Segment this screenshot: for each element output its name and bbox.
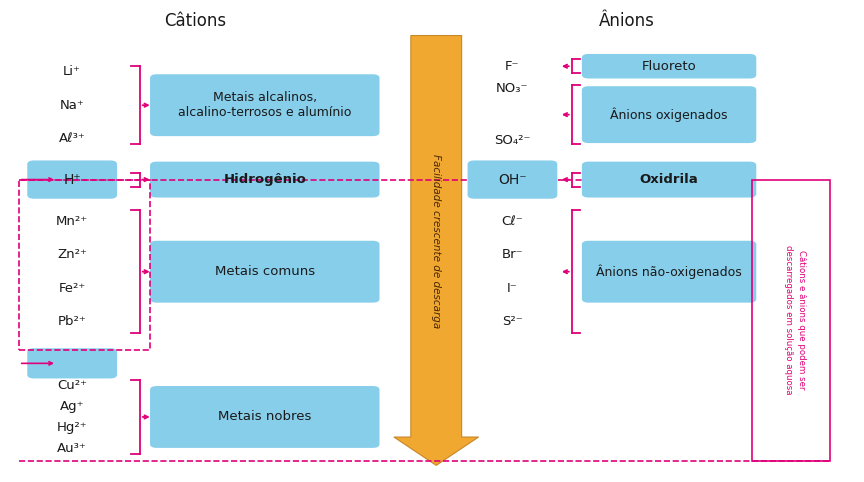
FancyBboxPatch shape [28, 161, 117, 199]
Text: Oxidrila: Oxidrila [639, 173, 698, 186]
FancyBboxPatch shape [581, 54, 756, 79]
Polygon shape [394, 36, 479, 466]
FancyBboxPatch shape [28, 348, 117, 378]
FancyBboxPatch shape [581, 86, 756, 143]
Text: Pb²⁺: Pb²⁺ [58, 315, 86, 328]
Bar [752, 180, 830, 461]
Text: Li⁺: Li⁺ [63, 66, 81, 79]
FancyBboxPatch shape [150, 74, 379, 136]
Text: Na⁺: Na⁺ [60, 99, 85, 112]
Text: Facilidade crescente de descarga: Facilidade crescente de descarga [431, 154, 442, 328]
Text: Câtions e ânions que podem ser
descarregados em solução aquosa: Câtions e ânions que podem ser descarreg… [785, 245, 805, 395]
Text: OH⁻: OH⁻ [499, 173, 526, 186]
Text: Ag⁺: Ag⁺ [60, 400, 85, 413]
Text: Fluoreto: Fluoreto [642, 60, 696, 73]
Text: H⁺: H⁺ [64, 173, 80, 186]
Text: I⁻: I⁻ [507, 282, 518, 295]
Text: Metais nobres: Metais nobres [218, 411, 311, 424]
Text: Ânions oxigenados: Ânions oxigenados [610, 107, 727, 122]
FancyBboxPatch shape [150, 161, 379, 198]
Text: NO₃⁻: NO₃⁻ [496, 82, 529, 95]
Text: SO₄²⁻: SO₄²⁻ [494, 134, 530, 147]
Text: Aℓ³⁺: Aℓ³⁺ [59, 132, 86, 145]
Text: Hg²⁺: Hg²⁺ [57, 421, 87, 434]
Bar [19, 180, 150, 349]
Text: OH⁻: OH⁻ [499, 173, 527, 187]
Text: Ânions: Ânions [599, 13, 655, 30]
Text: Br⁻: Br⁻ [502, 248, 524, 261]
FancyBboxPatch shape [581, 241, 756, 303]
Text: Câtions: Câtions [164, 13, 226, 30]
Text: H⁺: H⁺ [63, 173, 81, 187]
Text: F⁻: F⁻ [505, 60, 519, 73]
Text: Cℓ⁻: Cℓ⁻ [502, 215, 524, 228]
FancyBboxPatch shape [581, 161, 756, 198]
Text: Metais alcalinos,
alcalino-terrosos e alumínio: Metais alcalinos, alcalino-terrosos e al… [178, 91, 352, 119]
Text: Metais comuns: Metais comuns [215, 265, 314, 278]
FancyBboxPatch shape [150, 386, 379, 448]
Text: Hidrogênio: Hidrogênio [223, 173, 306, 186]
Text: Mn²⁺: Mn²⁺ [56, 215, 88, 228]
Text: Cu²⁺: Cu²⁺ [57, 379, 87, 392]
Text: Zn²⁺: Zn²⁺ [57, 248, 87, 261]
Text: Ânions não-oxigenados: Ânions não-oxigenados [596, 265, 742, 279]
Text: Au³⁺: Au³⁺ [57, 442, 87, 455]
FancyBboxPatch shape [150, 241, 379, 303]
Text: S²⁻: S²⁻ [502, 315, 523, 328]
FancyBboxPatch shape [467, 161, 557, 199]
Text: Fe²⁺: Fe²⁺ [59, 282, 86, 295]
